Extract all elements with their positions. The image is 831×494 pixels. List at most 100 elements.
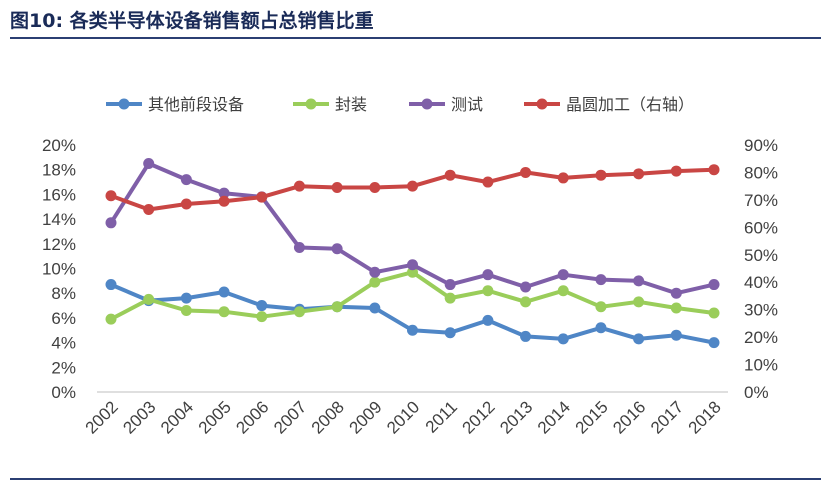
x-axis-tick-label: 2008 — [308, 397, 348, 437]
series-3-point — [482, 176, 494, 188]
legend-swatch-marker — [118, 98, 130, 110]
legend-label: 晶圆加工（右轴） — [566, 95, 694, 114]
left-axis-tick-label: 12% — [42, 235, 76, 254]
x-axis-tick-label: 2002 — [82, 397, 122, 437]
series-0-point — [369, 302, 381, 314]
series-1-point — [369, 276, 381, 288]
series-3-point — [595, 169, 607, 181]
x-axis-tick-label: 2015 — [572, 397, 612, 437]
series-1-point — [218, 306, 230, 318]
left-axis-tick-label: 6% — [51, 309, 76, 328]
right-axis-tick-label: 0% — [744, 383, 769, 402]
left-axis-tick-label: 20% — [42, 136, 76, 155]
series-0-point — [708, 337, 720, 349]
series-2-point — [369, 266, 381, 278]
right-axis-tick-label: 90% — [744, 136, 778, 155]
series-3-point — [670, 165, 682, 177]
right-axis-tick-label: 70% — [744, 191, 778, 210]
series-3-point — [143, 203, 155, 215]
x-axis-tick-label: 2003 — [119, 397, 159, 437]
series-0-point — [520, 330, 532, 342]
x-axis-tick-label: 2014 — [534, 397, 574, 437]
series-0-point — [633, 333, 645, 345]
series-0-point — [105, 279, 117, 291]
legend-label: 测试 — [451, 95, 483, 114]
series-1-point — [482, 285, 494, 297]
series-1-point — [708, 307, 720, 319]
series-1-point — [444, 292, 456, 304]
series-2-point — [520, 281, 532, 293]
left-axis-tick-label: 10% — [42, 260, 76, 279]
x-axis-tick-label: 2017 — [647, 397, 687, 437]
series-2-point — [105, 217, 117, 229]
series-1-point — [520, 296, 532, 308]
x-axis-tick-label: 2010 — [383, 397, 423, 437]
legend-swatch-marker — [421, 98, 433, 110]
series-2-point — [670, 287, 682, 299]
right-axis-tick-label: 20% — [744, 328, 778, 347]
series-2-point — [218, 187, 230, 199]
series-2-point — [708, 279, 720, 291]
figure-title: 图10: 各类半导体设备销售额占总销售比重 — [10, 10, 374, 32]
series-0-point — [180, 292, 192, 304]
series-0-point — [256, 300, 268, 312]
series-2-point — [444, 279, 456, 291]
left-axis-tick-label: 18% — [42, 161, 76, 180]
legend-swatch-marker — [305, 98, 317, 110]
plot-area — [105, 158, 720, 349]
series-3-point — [105, 190, 117, 202]
series-0-point — [670, 329, 682, 341]
x-axis: 2002200320042005200620072008200920102011… — [82, 391, 728, 438]
series-3-point — [331, 182, 343, 194]
series-3-point — [293, 180, 305, 192]
series-3-point — [256, 191, 268, 203]
legend-label: 其他前段设备 — [148, 95, 244, 114]
series-1-point — [105, 313, 117, 325]
series-2-point — [407, 259, 418, 271]
right-axis-tick-label: 30% — [744, 301, 778, 320]
chart-legend: 其他前段设备 封装 测试 晶圆加工（右轴） — [106, 95, 694, 114]
right-axis-tick-label: 50% — [744, 246, 778, 265]
left-axis-tick-label: 0% — [51, 383, 76, 402]
legend-label: 封装 — [335, 95, 367, 114]
x-axis-tick-label: 2016 — [609, 397, 649, 437]
left-axis-tick-label: 8% — [51, 284, 76, 303]
series-3-point — [369, 182, 381, 194]
series-3-point — [407, 180, 418, 192]
x-axis-tick-label: 2006 — [232, 397, 272, 437]
series-1-point — [557, 285, 569, 297]
x-axis-tick-label: 2013 — [496, 397, 536, 437]
left-axis-tick-label: 14% — [42, 210, 76, 229]
x-axis-tick-label: 2011 — [422, 397, 461, 436]
right-axis-tick-label: 60% — [744, 218, 778, 237]
x-axis-tick-label: 2009 — [345, 397, 385, 437]
right-axis-tick-label: 40% — [744, 273, 778, 292]
series-2-point — [331, 243, 343, 255]
series-2-point — [143, 158, 155, 170]
series-3-point — [180, 198, 192, 210]
series-0-point — [218, 286, 230, 298]
series-0-point — [595, 322, 607, 334]
series-2-point — [293, 242, 305, 254]
series-0-point — [444, 327, 456, 339]
legend-swatch-marker — [536, 98, 548, 110]
series-3-point — [218, 195, 230, 207]
right-axis: 0% 10% 20% 30% 40% 50% 60% 70% 80% 90% — [744, 136, 778, 402]
series-3-point — [444, 169, 456, 181]
x-axis-tick-label: 2007 — [270, 397, 310, 437]
left-axis-tick-label: 2% — [51, 358, 76, 377]
series-1-point — [670, 302, 682, 314]
series-3-point — [633, 168, 645, 180]
series-1-point — [256, 311, 268, 323]
left-axis-tick-label: 4% — [51, 334, 76, 353]
series-3-point — [520, 166, 532, 178]
series-2-point — [180, 174, 192, 186]
series-2-point — [633, 275, 645, 287]
right-axis-tick-label: 80% — [744, 163, 778, 182]
bottom-rule — [10, 478, 821, 480]
left-axis-tick-label: 16% — [42, 185, 76, 204]
series-0-point — [407, 324, 418, 336]
series-2-point — [557, 269, 569, 281]
series-1-point — [293, 306, 305, 318]
